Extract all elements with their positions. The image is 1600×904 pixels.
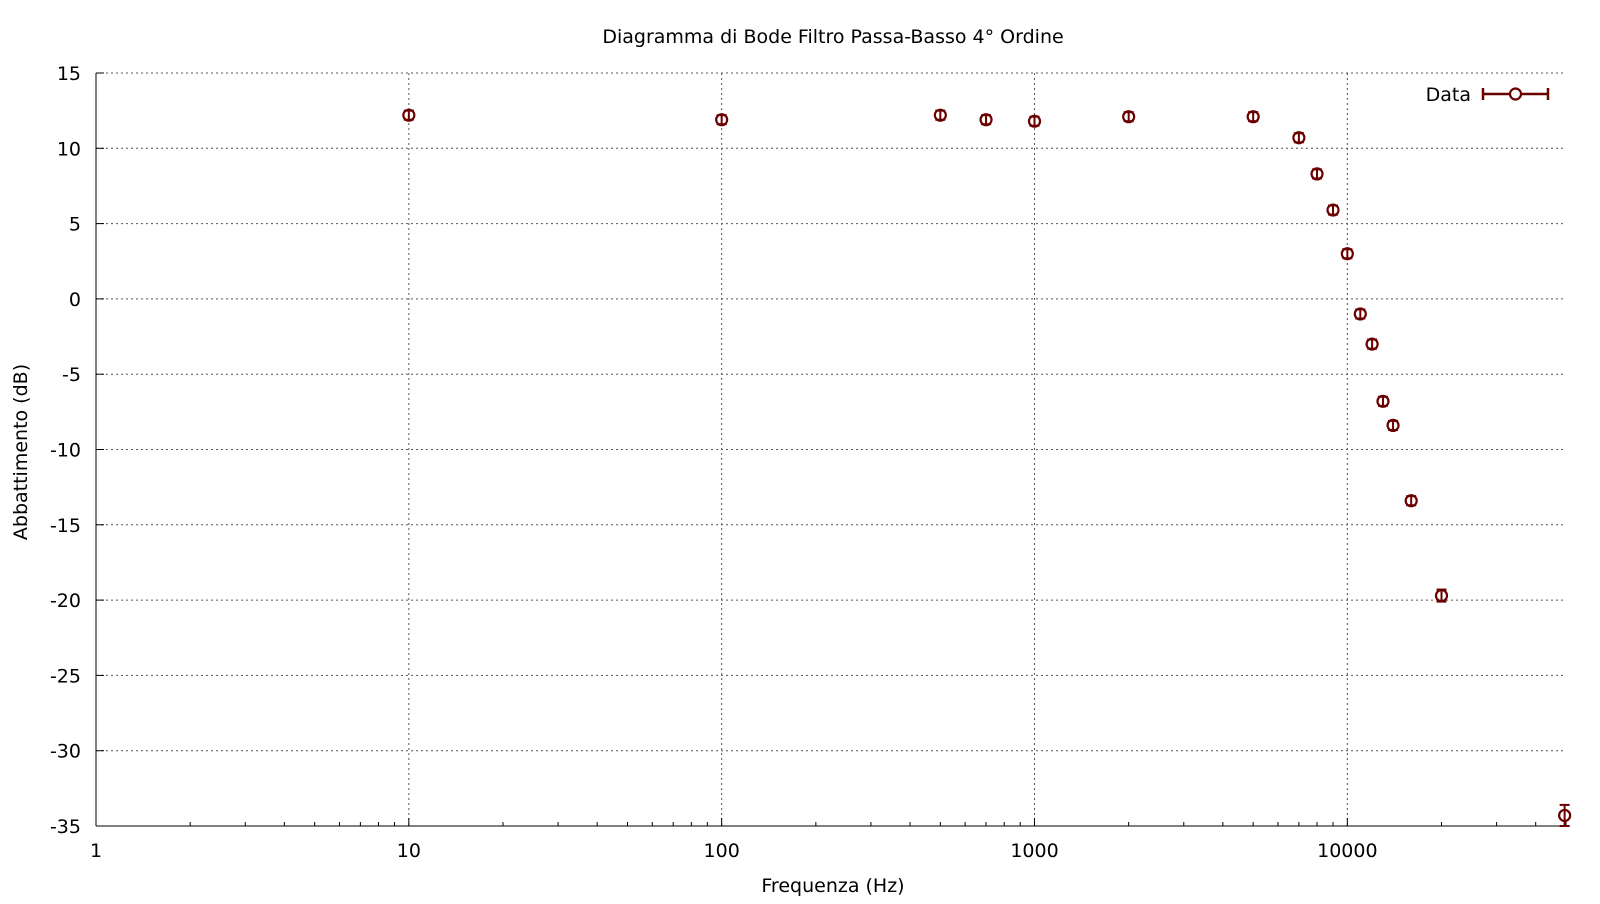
x-tick-label: 100 — [704, 840, 740, 862]
point-marker — [1404, 494, 1418, 508]
point-marker — [1376, 394, 1390, 408]
data-point — [1246, 110, 1260, 124]
data-point — [402, 108, 416, 122]
point-marker — [1326, 203, 1340, 217]
y-tick-label: -10 — [50, 440, 81, 462]
x-tick-label: 1000 — [1010, 840, 1058, 862]
point-marker — [1340, 247, 1354, 261]
point-marker — [1292, 131, 1306, 145]
x-tick-label: 10000 — [1317, 840, 1377, 862]
y-tick-label: 10 — [57, 138, 81, 160]
data-point — [1292, 131, 1306, 145]
data-point — [1027, 114, 1042, 128]
grid-lines — [96, 72, 1566, 826]
legend: Data — [1426, 84, 1550, 106]
y-axis-label: Abbattimento (dB) — [10, 364, 32, 540]
data-point — [1404, 494, 1418, 508]
y-tick-label: -5 — [62, 364, 81, 386]
data-point — [1365, 337, 1379, 351]
y-tick-label: 5 — [69, 214, 81, 236]
chart-title: Diagramma di Bode Filtro Passa-Basso 4° … — [602, 26, 1063, 48]
data-point — [1376, 394, 1390, 408]
data-point — [933, 108, 947, 122]
point-marker — [402, 108, 416, 122]
axes — [95, 72, 1567, 827]
point-marker — [1434, 588, 1449, 603]
y-tick-label: -20 — [50, 590, 81, 612]
x-tick-label: 1 — [90, 840, 102, 862]
data-point — [715, 113, 729, 127]
point-marker — [1365, 337, 1379, 351]
data-point — [1434, 588, 1449, 603]
x-tick-label: 10 — [397, 840, 421, 862]
data-points — [402, 108, 1572, 827]
point-marker — [1353, 307, 1367, 321]
y-tick-label: 0 — [69, 289, 81, 311]
data-point — [1558, 803, 1572, 827]
point-marker — [1310, 167, 1324, 181]
point-marker — [933, 108, 947, 122]
point-marker — [1246, 110, 1260, 124]
y-tick-label: -25 — [50, 665, 81, 687]
point-marker — [1027, 114, 1042, 128]
tick-labels: 15 10 5 0 -5 -10 -15 -20 -25 -30 -35 1 10 100 1000 1000… — [50, 63, 1378, 862]
data-point — [1310, 167, 1324, 181]
x-axis-label: Frequenza (Hz) — [761, 875, 904, 897]
y-tick-label: -30 — [50, 741, 81, 763]
point-marker — [1558, 808, 1572, 823]
data-point — [979, 113, 993, 127]
y-tick-label: 15 — [57, 63, 81, 85]
y-tick-label: -15 — [50, 515, 81, 537]
point-marker — [1122, 110, 1136, 124]
data-point — [1353, 307, 1367, 321]
point-marker — [1386, 418, 1400, 433]
data-point — [1326, 203, 1340, 217]
point-marker — [715, 113, 729, 127]
data-point — [1122, 110, 1136, 124]
point-marker — [979, 113, 993, 127]
legend-label: Data — [1426, 84, 1471, 106]
legend-marker — [1508, 87, 1523, 101]
data-point — [1340, 247, 1354, 261]
data-point — [1386, 418, 1400, 433]
y-tick-label: -35 — [50, 816, 81, 838]
